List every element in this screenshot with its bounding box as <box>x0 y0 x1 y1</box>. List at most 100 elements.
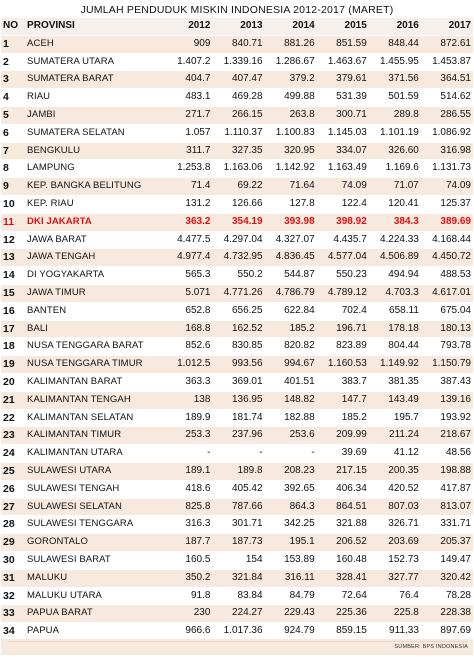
province-name: SUMATERA BARAT <box>25 70 161 90</box>
value-2014: 316.11 <box>264 569 317 588</box>
province-name: SULAWESI BARAT <box>25 551 161 570</box>
table-header-row: NO PROVINSI 2012 2013 2014 2015 2016 201… <box>1 18 473 36</box>
table-row: 5 JAMBI 271.7 266.15 263.8 300.71 289.8 286.55 <box>1 106 473 125</box>
value-2013: 181.74 <box>212 409 265 428</box>
value-2014: 820.82 <box>264 337 317 357</box>
header-no: NO <box>1 18 26 36</box>
row-number: 19 <box>1 355 26 374</box>
value-2015: 4.577.04 <box>316 248 369 268</box>
value-2013: 327.35 <box>212 142 265 161</box>
value-2017: 897.69 <box>420 622 473 641</box>
value-2013: 550.2 <box>212 266 265 285</box>
table-row: 22 KALIMANTAN SELATAN 189.9 181.74 182.88 185… <box>1 409 473 428</box>
table-row: 4 RIAU 483.1 469.28 499.88 531.39 501.59 514.62 <box>1 88 473 107</box>
value-2016: 200.35 <box>368 462 421 481</box>
value-2017: 149.47 <box>420 551 473 570</box>
value-2014: 544.87 <box>264 266 317 285</box>
value-2014: 84.79 <box>264 587 317 606</box>
row-number: 1 <box>1 35 26 54</box>
value-2015: 328.41 <box>316 569 369 588</box>
value-2013: 354.19 <box>212 213 265 232</box>
province-name: KALIMANTAN TIMUR <box>25 426 161 446</box>
value-2017: 1.150.79 <box>420 355 473 374</box>
value-2016: 804.44 <box>368 337 421 357</box>
value-2012: 418.6 <box>160 480 213 499</box>
row-number: 10 <box>1 195 26 214</box>
value-2012: 160.5 <box>160 551 213 570</box>
value-2016: 41.12 <box>368 444 421 463</box>
value-2014: 924.79 <box>264 622 317 641</box>
row-number: 11 <box>1 213 26 232</box>
value-2015: 864.51 <box>316 498 369 517</box>
table-row: 13 JAWA TENGAH 4.977.4 4.732.95 4.836.45 4.57… <box>1 248 473 268</box>
row-number: 26 <box>1 480 26 499</box>
value-2015: 209.99 <box>316 426 369 446</box>
table-row: 7 BENGKULU 311.7 327.35 320.95 334.07 326.60 31… <box>1 142 473 161</box>
value-2016: 76.4 <box>368 587 421 606</box>
province-name: NUSA TENGGARA BARAT <box>25 337 161 357</box>
table-row: 9 KEP. BANGKA BELITUNG 71.4 69.22 71.64 74.09… <box>1 177 473 196</box>
value-2013: 787.66 <box>212 498 265 517</box>
table-row: 21 KALIMANTAN TENGAH 138 136.95 148.82 147.7 1… <box>1 391 473 410</box>
value-2015: 823.89 <box>316 337 369 357</box>
value-2014: 1.142.92 <box>264 159 317 179</box>
header-2017: 2017 <box>420 18 473 36</box>
value-2013: - <box>212 444 265 463</box>
table-row: 18 NUSA TENGGARA BARAT 852.6 830.85 820.82 82… <box>1 337 473 357</box>
table-row: 23 KALIMANTAN TIMUR 253.3 237.96 253.6 209.99… <box>1 426 473 446</box>
value-2012: 91.8 <box>160 587 213 606</box>
value-2017: 228.38 <box>420 604 473 624</box>
province-name: LAMPUNG <box>25 159 161 179</box>
value-2017: 387.43 <box>420 373 473 392</box>
value-2012: 1.012.5 <box>160 355 213 374</box>
value-2016: 327.77 <box>368 569 421 588</box>
value-2014: 153.89 <box>264 551 317 570</box>
value-2017: 74.09 <box>420 177 473 196</box>
value-2015: 379.61 <box>316 70 369 90</box>
value-2013: 993.56 <box>212 355 265 374</box>
value-2017: 205.37 <box>420 533 473 552</box>
value-2016: 1.169.6 <box>368 159 421 179</box>
province-name: MALUKU UTARA <box>25 587 161 606</box>
province-name: KALIMANTAN UTARA <box>25 444 161 463</box>
value-2013: 407.47 <box>212 70 265 90</box>
table-body: 1 ACEH 909 840.71 881.26 851.59 848.44 872.61 2 S… <box>1 35 473 660</box>
value-2015: 550.23 <box>316 266 369 285</box>
value-2016: 1.149.92 <box>368 355 421 374</box>
value-2012: 363.2 <box>160 213 213 232</box>
header-2015: 2015 <box>316 18 369 36</box>
value-2017: 813.07 <box>420 498 473 517</box>
value-2017: 4.168.44 <box>420 231 473 250</box>
value-2013: 840.71 <box>212 35 265 54</box>
province-name: SULAWESI TENGAH <box>25 480 161 499</box>
value-2013: 162.52 <box>212 320 265 339</box>
row-number: 22 <box>1 409 26 428</box>
province-name: KALIMANTAN TENGAH <box>25 391 161 410</box>
value-2015: 383.7 <box>316 373 369 392</box>
value-2013: 1.110.37 <box>212 124 265 143</box>
row-number: 31 <box>1 569 26 588</box>
header-provinsi: PROVINSI <box>25 18 161 36</box>
table-row: 33 PAPUA BARAT 230 224.27 229.43 225.36 225.8 2… <box>1 604 473 624</box>
value-2017: 488.53 <box>420 266 473 285</box>
value-2014: 1.100.83 <box>264 124 317 143</box>
value-2016: 807.03 <box>368 498 421 517</box>
value-2015: 39.69 <box>316 444 369 463</box>
table-row: 28 SULAWESI TENGGARA 316.3 301.71 342.25 321.… <box>1 515 473 535</box>
value-2017: 48.56 <box>420 444 473 463</box>
table-row: 3 SUMATERA BARAT 404.7 407.47 379.2 379.61 371… <box>1 70 473 90</box>
value-2013: 266.15 <box>212 106 265 125</box>
value-2017: 417.87 <box>420 480 473 499</box>
table-row: 24 KALIMANTAN UTARA - - -39.69 41.12 48.56 <box>1 444 473 463</box>
value-2017: 389.69 <box>420 213 473 232</box>
row-number: 33 <box>1 604 26 624</box>
value-2016: 420.52 <box>368 480 421 499</box>
table-row: 10 KEP. RIAU 131.2 126.66 127.8 122.4 120.41 12… <box>1 195 473 214</box>
row-number: 28 <box>1 515 26 535</box>
province-name: PAPUA BARAT <box>25 604 161 624</box>
value-2017: 872.61 <box>420 35 473 54</box>
table-row: 2 SUMATERA UTARA 1.407.2 1.339.16 1.286.67 1.… <box>1 53 473 72</box>
table-row: 17 BALI 168.8 162.52 185.2 196.71 178.18 180.13 <box>1 320 473 339</box>
value-2013: 224.27 <box>212 604 265 624</box>
row-number: 5 <box>1 106 26 125</box>
